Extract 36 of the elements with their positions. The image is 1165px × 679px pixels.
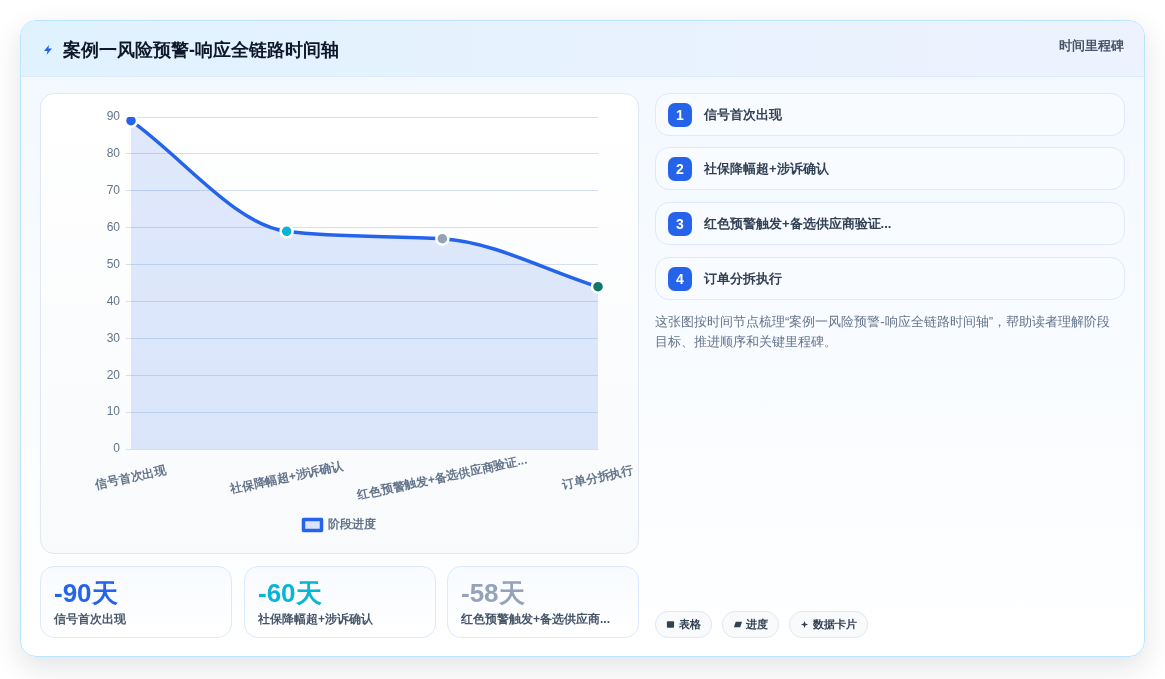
x-tick-label: 社保降幅超+涉诉确认 [227, 458, 346, 497]
y-tick-label: 0 [113, 441, 121, 456]
text: 3 [676, 216, 684, 232]
category-label: 社保降幅超+涉诉确认 [258, 611, 374, 627]
category-label: 社保降幅超+涉诉确认 [704, 160, 829, 178]
y-tick-label: 50 [106, 256, 121, 271]
category-label: 信号首次出现 [54, 611, 126, 627]
x-tick-label: 信号首次出现 [93, 462, 169, 492]
y-tick-label: 40 [106, 293, 121, 308]
y-tick-label: 90 [106, 109, 121, 124]
x-tick-label: 订单分拆执行 [560, 463, 635, 492]
text: -58天 [461, 578, 525, 608]
y-tick-label: 30 [106, 330, 121, 345]
category-label: 红色预警触发+备选供应商验证... [704, 215, 892, 233]
text: 这张图按时间节点梳理“案例一风险预警-响应全链路时间轴”，帮助读者理解阶段目标、推进顺序和关键里程碑。 [655, 313, 1111, 351]
text: 2 [676, 161, 684, 177]
y-tick-label: 60 [106, 219, 121, 234]
point [279, 224, 294, 239]
y-tick-label: 20 [106, 367, 121, 382]
category-label: 红色预警触发+备选供应商... [461, 611, 611, 627]
category-label: 信号首次出现 [704, 106, 782, 124]
text: 进度 [746, 617, 768, 632]
y-tick-label: 10 [106, 404, 121, 419]
text: 1 [676, 107, 684, 123]
legend-label: 阶段进度 [327, 517, 376, 532]
category-label: 订单分拆执行 [704, 270, 782, 288]
y-tick-label: 70 [106, 183, 121, 198]
text: 数据卡片 [813, 617, 857, 632]
x-tick-label: 红色预警触发+备选供应商验证... [355, 452, 529, 503]
y-tick-label: 80 [106, 146, 121, 161]
text: 表格 [679, 617, 701, 632]
text: -90天 [54, 578, 118, 608]
text: 时间里程碑 [1059, 37, 1124, 55]
text: -60天 [258, 578, 322, 608]
text: 4 [676, 271, 684, 287]
chart-title: 案例一风险预警-响应全链路时间轴 [63, 39, 339, 61]
